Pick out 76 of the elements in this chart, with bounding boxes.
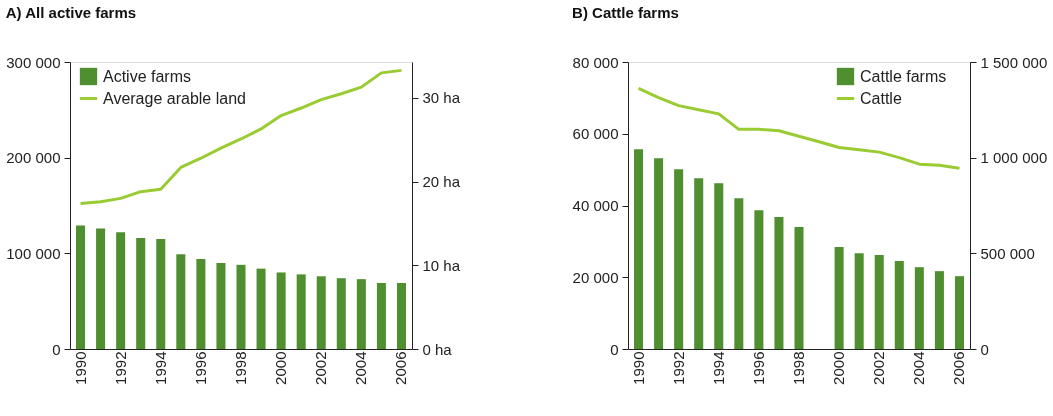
bar [914,267,924,349]
x-tick-label: 2006 [392,351,410,385]
y-tick-label: 80 000 [572,53,619,71]
bar [894,261,904,349]
x-tick-label: 1996 [749,351,767,385]
y2-tick-label: 30 ha [422,89,461,107]
bar [934,271,944,349]
bar [674,169,684,349]
bar [874,255,884,349]
bar [256,268,266,349]
y2-tick-label: 1 500 000 [980,53,1048,71]
bar [854,253,864,349]
bar [634,149,644,349]
y-tick-label: 300 000 [6,53,61,71]
x-tick-label: 2002 [870,351,888,385]
x-tick-label: 1990 [629,351,647,385]
bar [236,264,246,349]
x-tick-label: 1992 [111,351,129,385]
x-tick-label: 1994 [151,351,169,385]
bar [336,278,346,349]
y-tick-label: 20 000 [572,268,619,286]
bar [176,254,186,349]
y-tick-label: 60 000 [572,125,619,143]
bar [654,158,664,349]
bar [136,238,146,349]
x-tick-label: 1994 [709,351,727,385]
bar [116,232,126,349]
x-tick-label: 1998 [790,351,807,385]
bar [216,262,226,349]
x-tick-label: 1990 [71,351,89,385]
y2-tick-label: 20 ha [422,173,461,191]
y-tick-label: 0 [610,340,619,358]
bar [794,227,804,349]
chart-title: A) All active farms [5,4,137,21]
bar [296,274,306,349]
bar [76,225,86,349]
x-tick-label: 2002 [312,351,330,385]
y2-tick-label: 1 000 000 [980,149,1048,167]
bar [954,276,964,349]
bar [276,272,286,349]
y2-tick-label: 0 ha [422,340,453,358]
chart-title: B) Cattle farms [572,4,679,21]
bar [834,247,844,349]
bar [754,210,764,349]
x-tick-label: 1998 [232,351,249,385]
x-tick-label: 1996 [191,351,209,385]
bar [156,238,166,349]
bar [714,183,724,349]
legend-label: Active farms [103,67,192,85]
y2-tick-label: 10 ha [422,256,461,274]
legend-label: Cattle [860,89,902,107]
y-tick-label: 0 [52,340,61,358]
legend-label: Average arable land [103,89,246,107]
line-series [637,86,961,170]
y-tick-label: 100 000 [6,244,61,262]
line-series [79,68,403,205]
x-tick-label: 2006 [950,351,968,385]
bar [196,259,206,349]
x-tick-label: 1992 [669,351,687,385]
y-tick-label: 200 000 [6,149,61,167]
bar [774,216,784,349]
x-tick-label: 2000 [830,351,848,385]
bar [96,228,106,349]
bar [376,282,386,349]
bar [356,279,366,349]
y2-tick-label: 0 [980,340,989,358]
x-tick-label: 2004 [352,351,370,385]
bar [316,276,326,349]
y-tick-label: 40 000 [572,197,619,214]
y2-tick-label: 500 000 [980,244,1035,262]
bar [396,282,406,349]
bar [734,198,744,349]
x-tick-label: 2000 [272,351,290,385]
x-tick-label: 2004 [910,351,928,385]
bar [694,178,704,349]
legend-label: Cattle farms [860,67,947,85]
